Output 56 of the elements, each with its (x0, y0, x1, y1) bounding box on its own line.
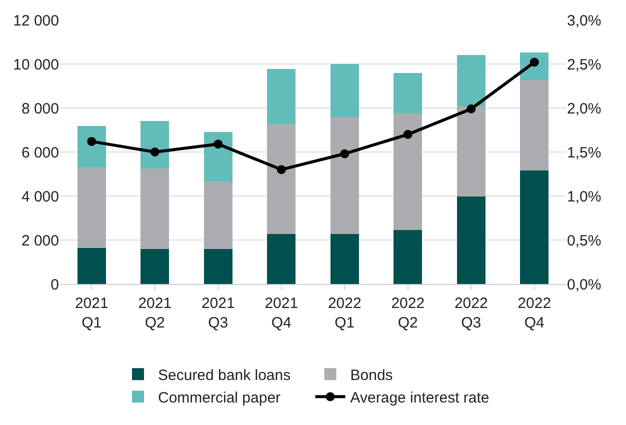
bar (204, 132, 232, 182)
bar (267, 234, 296, 284)
bar (140, 168, 170, 250)
bar (394, 113, 422, 230)
bar (77, 126, 106, 168)
bar (520, 170, 549, 284)
legend-label: Secured bank loans (158, 367, 291, 384)
x-tick-label: 2022 Q4 (518, 295, 552, 332)
point (276, 165, 286, 174)
y2-tick-label: 1,0% (567, 188, 602, 206)
point (150, 148, 160, 156)
x-tick-label: 2022 Q2 (391, 295, 425, 332)
y2-tick-label: 3,0% (567, 12, 602, 30)
x-tick-label: 2021 Q2 (138, 295, 172, 332)
y-tick-label: 4 000 (21, 188, 59, 206)
bar (456, 54, 486, 106)
bar (330, 64, 359, 118)
y-tick-label: 12 000 (13, 12, 59, 30)
bar (330, 117, 359, 234)
bar (140, 120, 170, 168)
y-tick-label: 2 000 (21, 232, 59, 250)
y2-tick-label: 1,5% (567, 144, 602, 162)
point (403, 130, 412, 139)
x-tick-label: 2022 Q1 (328, 295, 362, 332)
y-tick-label: 0 (50, 276, 59, 294)
bar (520, 80, 549, 171)
point (466, 104, 476, 114)
bar (267, 124, 296, 234)
legend-label: Average interest rate (350, 390, 490, 407)
bar (394, 73, 422, 114)
legend-label: Commercial paper (158, 390, 281, 407)
bar (77, 167, 106, 248)
x-tick-label: 2021 Q1 (74, 295, 108, 332)
bar (456, 106, 486, 197)
bar (267, 69, 296, 124)
bar (394, 230, 422, 284)
y-tick-label: 8 000 (21, 100, 59, 118)
bar (456, 196, 486, 284)
point (214, 140, 223, 149)
y-tick-label: 6 000 (21, 144, 59, 162)
y2-tick-label: 0,0% (567, 276, 602, 294)
x-tick-label: 2022 Q3 (454, 295, 488, 332)
y-tick-label: 10 000 (13, 56, 59, 74)
point (340, 149, 350, 158)
bar (204, 248, 232, 284)
y2-tick-label: 2,0% (567, 100, 602, 118)
y2-tick-label: 2,5% (567, 56, 602, 74)
point (87, 136, 96, 146)
y2-tick-label: 0,5% (567, 232, 602, 250)
legend-label: Bonds (350, 367, 393, 384)
bar (204, 182, 232, 249)
bar (330, 234, 359, 284)
x-tick-label: 2021 Q3 (201, 295, 235, 332)
bar (140, 249, 170, 284)
bar (77, 248, 106, 284)
x-tick-label: 2021 Q4 (264, 295, 298, 332)
